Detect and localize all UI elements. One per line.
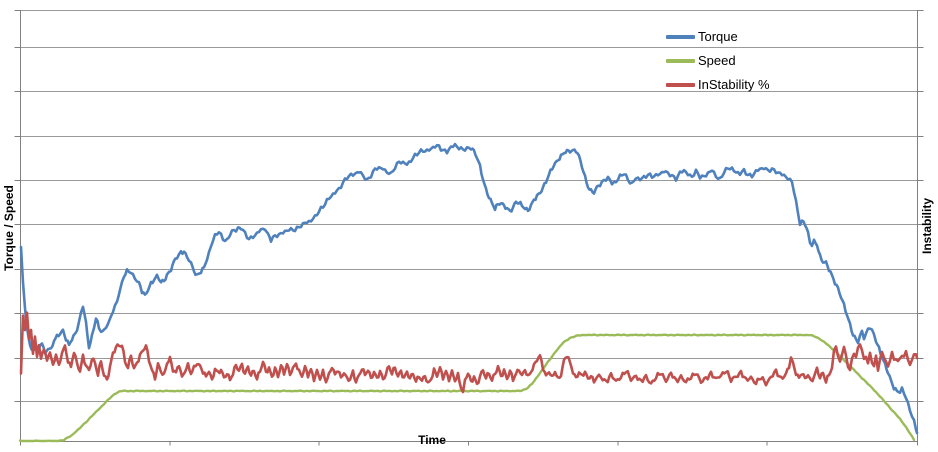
legend-item-instability: InStability %	[666, 78, 770, 92]
legend-swatch-speed	[666, 59, 695, 63]
legend-item-speed: Speed	[666, 54, 736, 68]
legend-swatch-torque	[666, 35, 695, 39]
series-speed	[18, 333, 916, 443]
legend-label-instability: InStability %	[698, 77, 770, 92]
legend-swatch-instability	[666, 83, 695, 87]
legend-label-torque: Torque	[698, 29, 738, 44]
series-instability	[19, 311, 919, 394]
legend-item-torque: Torque	[666, 30, 738, 44]
y-axis-title-right: Instability	[920, 197, 934, 255]
x-axis-title: Time	[418, 433, 446, 447]
legend-label-speed: Speed	[698, 53, 736, 68]
series-torque	[19, 142, 919, 435]
y-axis-title-left: Torque / Speed	[2, 185, 16, 271]
